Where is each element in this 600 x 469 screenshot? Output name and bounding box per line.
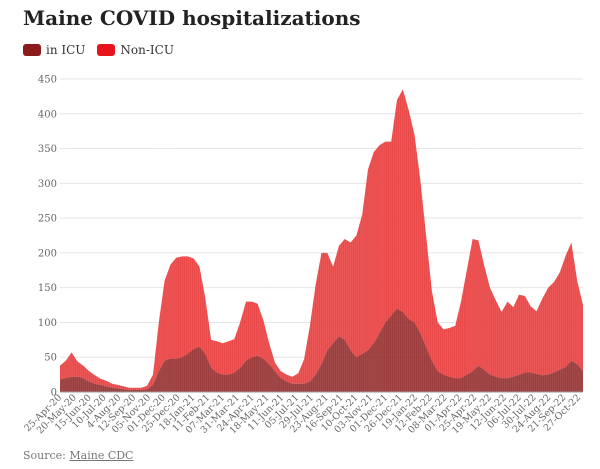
y-tick-label: 450 [38, 75, 57, 86]
legend-item-icu[interactable]: in ICU [23, 43, 85, 57]
y-tick-label: 100 [38, 318, 57, 329]
y-tick-label: 50 [44, 353, 57, 364]
y-tick-label: 300 [38, 179, 57, 190]
series-icu-area [60, 308, 583, 392]
legend-swatch-non-icu [97, 44, 116, 56]
y-tick-label: 400 [38, 109, 57, 120]
legend: in ICU Non-ICU [23, 43, 186, 57]
legend-item-non-icu[interactable]: Non-ICU [97, 43, 174, 57]
y-tick-label: 250 [38, 214, 57, 225]
y-tick-label: 350 [38, 144, 57, 155]
source-link[interactable]: Maine CDC [69, 449, 134, 462]
legend-label-icu: in ICU [46, 43, 86, 57]
legend-swatch-icu [23, 44, 41, 56]
source-note: Source: Maine CDC [23, 449, 133, 462]
chart-title: Maine COVID hospitalizations [23, 6, 361, 30]
y-tick-label: 150 [38, 283, 57, 294]
y-tick-label: 200 [38, 248, 57, 259]
y-tick-label: 0 [51, 388, 57, 399]
legend-label-non-icu: Non-ICU [120, 43, 174, 57]
source-label: Source: [23, 449, 66, 462]
series-non-icu-area [60, 89, 583, 390]
